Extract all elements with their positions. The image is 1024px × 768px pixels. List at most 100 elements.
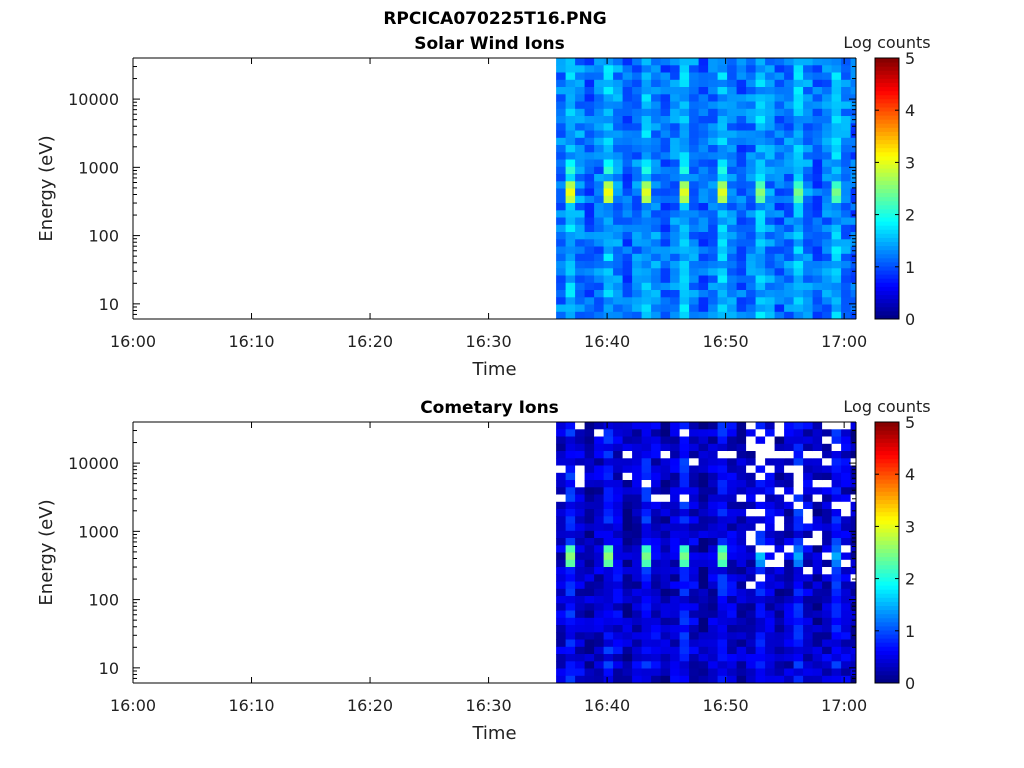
heatmap-cell bbox=[641, 195, 652, 204]
heatmap-cell bbox=[613, 261, 623, 269]
heatmap-cell bbox=[765, 523, 775, 532]
heatmap-cell bbox=[717, 166, 728, 175]
heatmap-cell bbox=[556, 232, 566, 240]
heatmap-cell bbox=[736, 545, 747, 553]
heatmap-cell bbox=[689, 465, 699, 474]
heatmap-cell bbox=[784, 87, 794, 95]
colorbar-segment bbox=[875, 253, 899, 259]
heatmap-cell bbox=[822, 210, 832, 218]
heatmap-cell bbox=[717, 87, 728, 95]
heatmap-cell bbox=[755, 137, 766, 146]
heatmap-cell bbox=[632, 443, 642, 452]
heatmap-cell bbox=[556, 217, 566, 226]
heatmap-cell bbox=[793, 494, 804, 503]
heatmap-cell bbox=[594, 530, 604, 539]
heatmap-cell bbox=[679, 603, 690, 611]
heatmap-cell bbox=[565, 429, 576, 437]
heatmap-cell bbox=[812, 217, 823, 226]
heatmap-cell bbox=[651, 487, 661, 495]
heatmap-cell bbox=[660, 217, 671, 226]
heatmap-cell bbox=[670, 152, 680, 160]
heatmap-cell bbox=[803, 65, 813, 73]
heatmap-cell bbox=[565, 501, 576, 510]
heatmap-cell bbox=[803, 145, 813, 153]
heatmap-cell bbox=[774, 108, 785, 117]
heatmap-cell bbox=[556, 108, 566, 117]
heatmap-cell bbox=[689, 87, 699, 95]
heatmap-cell bbox=[670, 675, 680, 684]
heatmap-cell bbox=[689, 275, 699, 284]
heatmap-cell bbox=[803, 79, 813, 88]
heatmap-cell bbox=[736, 79, 747, 88]
heatmap-cell bbox=[660, 588, 671, 597]
heatmap-cell bbox=[708, 451, 718, 459]
heatmap-cell bbox=[755, 530, 766, 539]
heatmap-cell bbox=[575, 422, 585, 430]
heatmap-cell bbox=[651, 632, 661, 640]
heatmap-cell bbox=[613, 588, 623, 597]
heatmap-cell bbox=[774, 261, 785, 269]
heatmap-cell bbox=[822, 559, 832, 568]
heatmap-cell bbox=[660, 232, 671, 240]
heatmap-cell bbox=[622, 87, 633, 95]
heatmap-cell bbox=[651, 661, 661, 669]
heatmap-cell bbox=[841, 675, 851, 684]
heatmap-cell bbox=[660, 130, 671, 139]
heatmap-cell bbox=[784, 654, 794, 662]
heatmap-cell bbox=[698, 108, 709, 117]
colorbar-segment bbox=[875, 265, 899, 271]
heatmap-cell bbox=[679, 311, 690, 320]
heatmap-cell bbox=[622, 639, 633, 648]
heatmap-cell bbox=[803, 137, 813, 146]
heatmap-cell bbox=[689, 188, 699, 197]
heatmap-cell bbox=[651, 567, 661, 575]
heatmap-cell bbox=[793, 123, 804, 131]
heatmap-cell bbox=[641, 290, 652, 298]
heatmap-cell bbox=[755, 668, 766, 677]
heatmap-cell bbox=[793, 79, 804, 88]
heatmap-cell bbox=[831, 443, 842, 452]
heatmap-cell bbox=[641, 261, 652, 269]
heatmap-cell bbox=[708, 188, 718, 197]
heatmap-cell bbox=[679, 596, 690, 604]
colorbar-tick-label: 0 bbox=[905, 674, 915, 693]
heatmap-cell bbox=[784, 487, 794, 495]
colorbar-segment bbox=[875, 662, 899, 668]
heatmap-cell bbox=[765, 282, 775, 291]
heatmap-cell bbox=[641, 94, 652, 102]
heatmap-cell bbox=[670, 210, 680, 218]
heatmap-cell bbox=[736, 472, 747, 481]
heatmap-cell bbox=[755, 429, 766, 437]
heatmap-cell bbox=[727, 94, 737, 102]
colorbar-segment bbox=[875, 290, 899, 296]
heatmap-cell bbox=[708, 239, 718, 247]
heatmap-cell bbox=[575, 516, 585, 524]
heatmap-cell bbox=[736, 451, 747, 459]
heatmap-cell bbox=[746, 654, 756, 662]
heatmap-cell bbox=[746, 429, 756, 437]
heatmap-cell bbox=[841, 668, 851, 677]
heatmap-cell bbox=[727, 487, 737, 495]
heatmap-cell bbox=[727, 617, 737, 626]
heatmap-cell bbox=[708, 261, 718, 269]
heatmap-cell bbox=[841, 130, 851, 139]
heatmap-cell bbox=[822, 152, 832, 160]
heatmap-cell bbox=[765, 552, 775, 561]
heatmap-cell bbox=[831, 87, 842, 95]
heatmap-cell bbox=[850, 675, 857, 684]
heatmap-cell bbox=[736, 538, 747, 546]
heatmap-cell bbox=[708, 516, 718, 524]
heatmap-cell bbox=[784, 661, 794, 669]
heatmap-cell bbox=[850, 559, 857, 568]
heatmap-cell bbox=[803, 174, 813, 182]
colorbar-segment bbox=[875, 593, 899, 598]
heatmap-cell bbox=[575, 472, 585, 481]
heatmap-cell bbox=[622, 465, 633, 474]
heatmap-cell bbox=[594, 246, 604, 255]
heatmap-cell bbox=[850, 217, 857, 226]
heatmap-cell bbox=[765, 253, 775, 262]
heatmap-cell bbox=[717, 487, 728, 495]
heatmap-cell bbox=[670, 224, 680, 233]
heatmap-cell bbox=[575, 625, 585, 633]
heatmap-cell bbox=[689, 639, 699, 648]
